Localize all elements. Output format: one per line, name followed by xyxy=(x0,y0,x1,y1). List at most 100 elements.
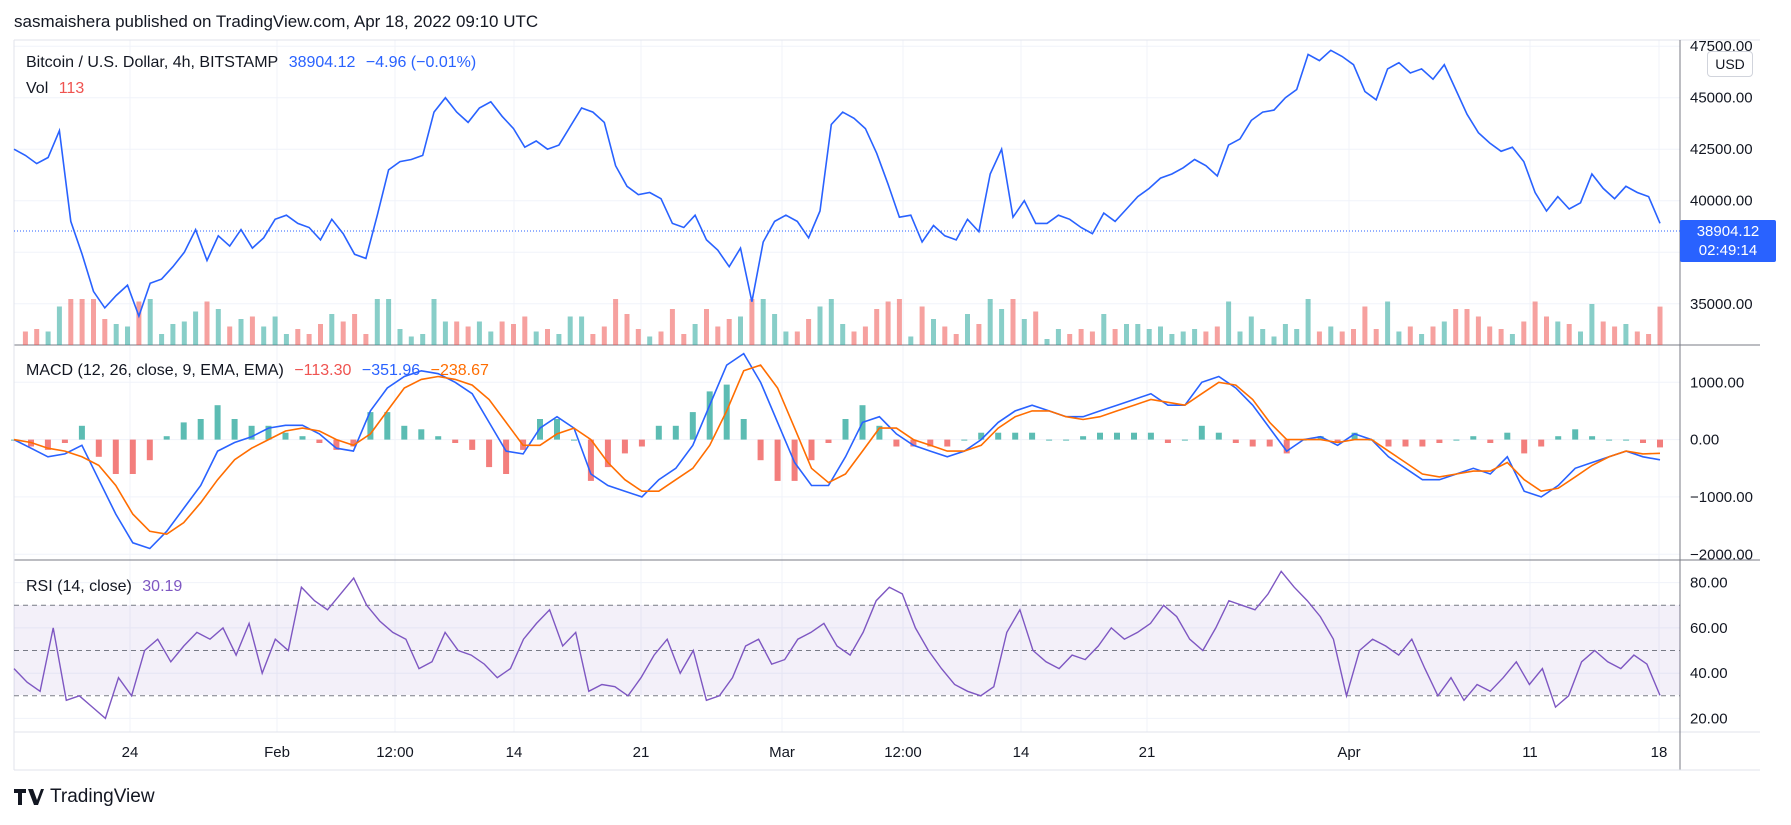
volume-bar xyxy=(386,299,392,345)
macd-hist-bar xyxy=(842,419,849,440)
volume-bar xyxy=(965,314,970,345)
volume-value: 113 xyxy=(58,80,85,97)
volume-legend[interactable]: Vol 113 xyxy=(26,80,90,98)
rsi-legend[interactable]: RSI (14, close) 30.19 xyxy=(26,578,188,596)
macd-hist-bar xyxy=(1521,439,1528,454)
volume-bar xyxy=(613,299,619,345)
volume-bar xyxy=(885,301,891,345)
x-tick-label: 14 xyxy=(1013,744,1030,761)
macd-hist-bar xyxy=(961,439,968,441)
volume-bar xyxy=(1203,331,1209,345)
macd-hist-bar xyxy=(808,439,815,461)
currency-button[interactable]: USD xyxy=(1707,51,1753,77)
volume-bar xyxy=(976,324,982,345)
macd-hist-bar xyxy=(1487,439,1494,443)
volume-bar xyxy=(1385,301,1391,345)
macd-hist-bar xyxy=(265,425,272,440)
macd-hist-bar xyxy=(282,432,289,440)
macd-hist-bar xyxy=(1012,432,1019,440)
macd-hist-bar xyxy=(1164,439,1171,443)
macd-hist-bar xyxy=(384,412,391,440)
volume-bar xyxy=(522,316,528,345)
macd-hist-bar xyxy=(1266,439,1273,447)
macd-hist-bar xyxy=(367,412,374,440)
y-tick-label: 45000.00 xyxy=(1690,90,1753,107)
y-tick-label: 35000.00 xyxy=(1690,296,1753,313)
macd-hist-bar xyxy=(927,439,934,447)
volume-bar xyxy=(1078,329,1084,345)
volume-bar xyxy=(1124,324,1129,345)
macd-signal-value: −238.67 xyxy=(430,362,489,379)
volume-bar xyxy=(34,329,40,345)
macd-hist-bar xyxy=(1623,439,1630,441)
macd-hist-bar xyxy=(418,429,425,440)
volume-bar xyxy=(1101,314,1107,345)
macd-hist-bar xyxy=(1232,439,1239,443)
volume-bar xyxy=(1441,321,1447,345)
volume-bar xyxy=(1158,326,1163,345)
volume-bar xyxy=(1578,331,1583,345)
volume-bar xyxy=(1226,301,1232,345)
y-tick-label: 47500.00 xyxy=(1690,38,1753,55)
volume-bar xyxy=(147,299,153,345)
price-change-value: −4.96 (−0.01%) xyxy=(365,54,477,71)
macd-hist-bar xyxy=(1063,439,1070,441)
macd-hist-bar xyxy=(1657,439,1663,448)
grid-lines xyxy=(14,40,1680,732)
volume-bar xyxy=(1351,329,1356,345)
volume-bar xyxy=(1089,331,1095,345)
volume-label: Vol xyxy=(26,80,49,97)
macd-hist-bar xyxy=(978,432,985,440)
volume-bar xyxy=(749,299,755,345)
symbol-title: Bitcoin / U.S. Dollar, 4h, BITSTAMP xyxy=(26,54,279,71)
macd-title: MACD (12, 26, close, 9, EMA, EMA) xyxy=(26,362,284,379)
volume-bar xyxy=(56,306,62,345)
macd-hist-bar xyxy=(214,405,221,440)
macd-hist-bar xyxy=(435,436,442,440)
volume-bar xyxy=(193,311,199,345)
footer-brand-name: TradingView xyxy=(50,786,155,807)
y-tick-label: −1000.00 xyxy=(1690,489,1753,506)
macd-hist-bar xyxy=(1470,436,1477,440)
volume-bar xyxy=(1600,321,1606,345)
volume-bar xyxy=(851,331,857,345)
macd-hist-bar xyxy=(876,425,883,440)
macd-hist-bar xyxy=(503,439,510,474)
macd-hist-bar xyxy=(655,425,662,440)
volume-bar xyxy=(999,309,1005,345)
volume-bar xyxy=(635,329,641,345)
macd-hist-bar xyxy=(1097,432,1103,440)
volume-bar xyxy=(102,319,108,345)
volume-bar xyxy=(692,324,698,345)
volume-bar xyxy=(1067,334,1073,345)
volume-bar xyxy=(1328,326,1334,345)
volume-bar xyxy=(204,301,210,345)
volume-bar xyxy=(669,309,675,345)
symbol-legend[interactable]: Bitcoin / U.S. Dollar, 4h, BITSTAMP 3890… xyxy=(26,54,482,72)
macd-hist-bar xyxy=(1147,432,1154,440)
macd-hist-bar xyxy=(1198,425,1205,440)
macd-legend[interactable]: MACD (12, 26, close, 9, EMA, EMA) −113.3… xyxy=(26,362,495,380)
macd-hist-bar xyxy=(689,412,696,440)
macd-hist-bar xyxy=(1334,439,1341,443)
x-tick-label: 14 xyxy=(506,744,523,761)
volume-bar xyxy=(91,299,96,345)
y-tick-label: 80.00 xyxy=(1690,575,1728,592)
volume-bar xyxy=(476,321,482,345)
y-tick-label: 1000.00 xyxy=(1690,374,1744,391)
volume-bar xyxy=(647,336,653,345)
macd-hist-bar xyxy=(1453,439,1460,441)
volume-bar xyxy=(1248,316,1254,345)
volume-bar xyxy=(1566,324,1572,345)
macd-hist-bar xyxy=(350,439,357,447)
macd-hist-bar xyxy=(1029,432,1036,440)
volume-bar xyxy=(125,326,130,345)
macd-hist-bar xyxy=(231,419,238,440)
volume-bar xyxy=(170,324,176,345)
volume-bar xyxy=(1010,299,1016,345)
volume-bar xyxy=(318,324,323,345)
footer-brand[interactable]: TradingView xyxy=(14,786,155,808)
volume-bar xyxy=(352,314,358,345)
volume-bar xyxy=(1509,334,1515,345)
